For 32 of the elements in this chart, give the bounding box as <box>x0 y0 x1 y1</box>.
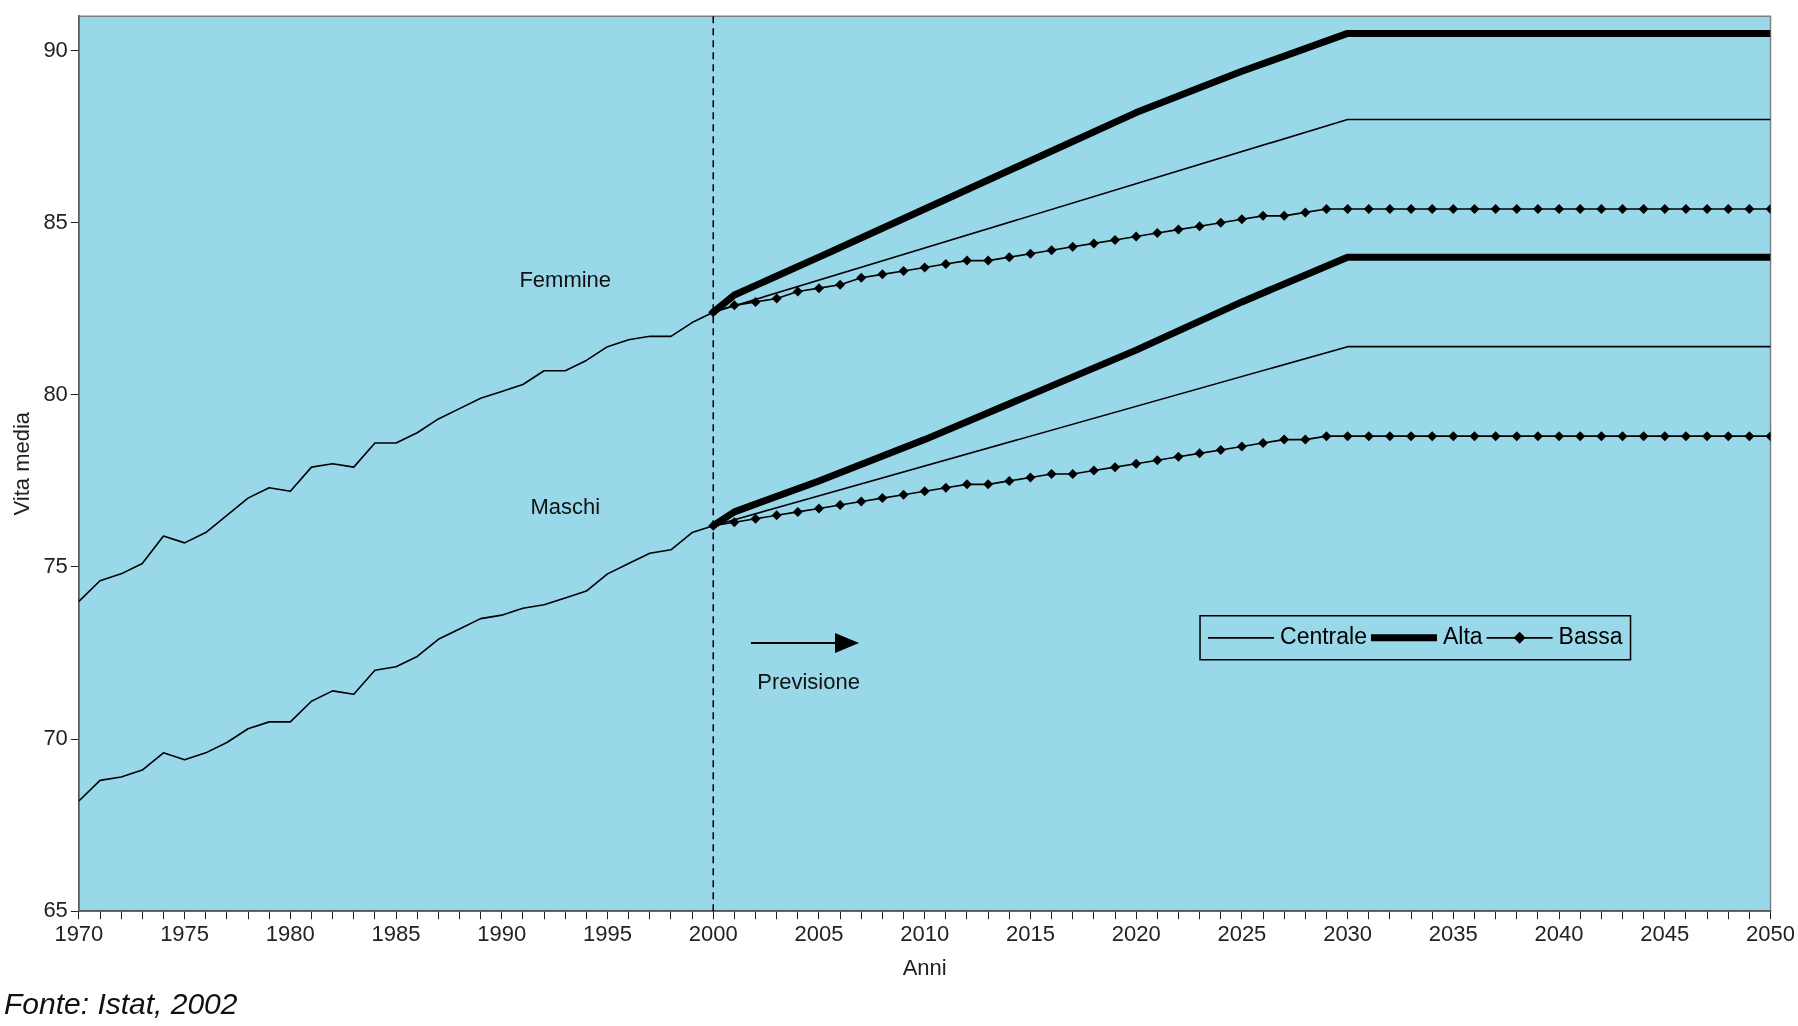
x-tick-label: 2000 <box>688 921 738 947</box>
x-tick-label: 1995 <box>583 921 632 947</box>
x-tick-label: 2035 <box>1428 921 1478 947</box>
x-tick-label: 2050 <box>1746 921 1796 947</box>
y-tick-label: 70 <box>43 725 68 751</box>
legend-label: Alta <box>1442 623 1483 650</box>
x-tick-label: 1985 <box>371 921 421 947</box>
annotation: Femmine <box>519 266 612 292</box>
x-axis-title: Anni <box>902 954 947 980</box>
x-tick-label: 1980 <box>265 921 315 947</box>
legend-label: Bassa <box>1558 623 1623 650</box>
y-tick-label: 75 <box>43 553 68 579</box>
x-tick-label: 2025 <box>1217 921 1267 947</box>
y-tick-label: 80 <box>43 380 68 406</box>
x-tick-label: 2005 <box>794 921 844 947</box>
annotation: Maschi <box>530 494 601 520</box>
legend-label: Centrale <box>1280 623 1367 650</box>
y-axis-title: Vita media <box>9 411 35 516</box>
x-tick-label: 2040 <box>1534 921 1584 947</box>
y-tick-label: 90 <box>43 36 68 62</box>
annotation: Previsione <box>757 669 860 695</box>
x-tick-label: 2030 <box>1323 921 1373 947</box>
source-note: Fonte: Istat, 2002 <box>4 987 238 1021</box>
x-tick-label: 2015 <box>1005 921 1055 947</box>
x-tick-label: 1970 <box>54 921 104 947</box>
x-tick-label: 1990 <box>477 921 527 947</box>
x-tick-label: 2045 <box>1640 921 1690 947</box>
x-tick-label: 2010 <box>900 921 950 947</box>
y-tick-label: 65 <box>43 897 68 923</box>
x-tick-label: 2020 <box>1111 921 1161 947</box>
x-tick-label: 1975 <box>160 921 210 947</box>
y-tick-label: 85 <box>43 208 68 234</box>
